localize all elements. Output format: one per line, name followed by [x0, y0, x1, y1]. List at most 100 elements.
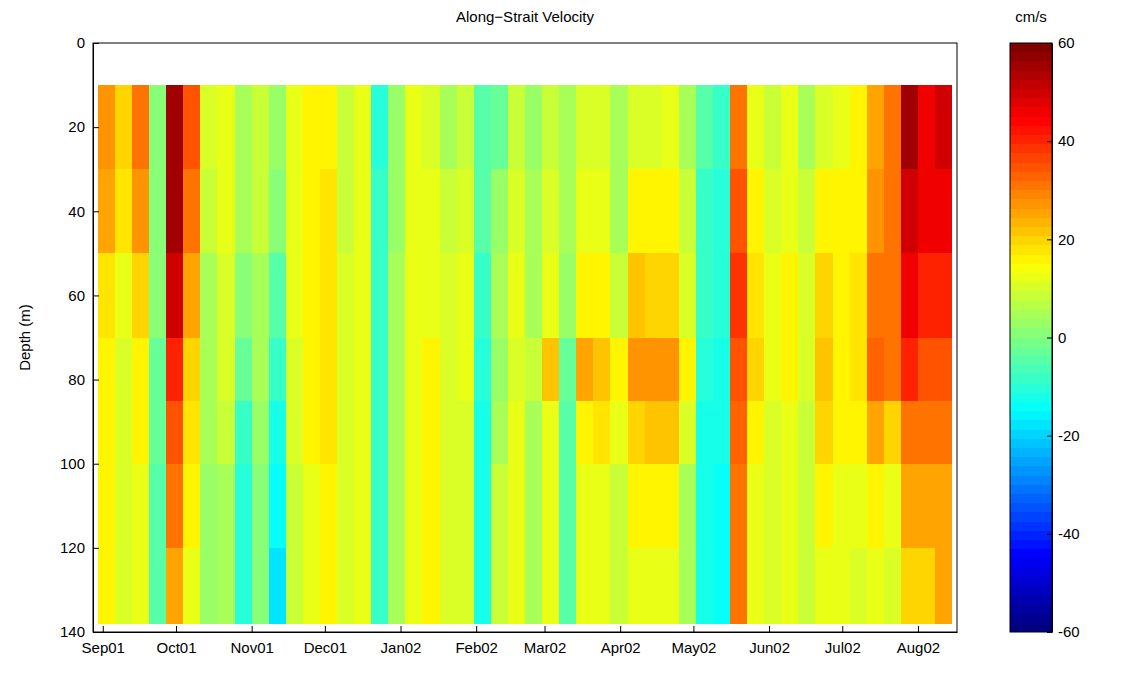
heatmap-cell [696, 338, 713, 401]
heatmap-cell [884, 169, 901, 253]
colorbar-tick-mark [1047, 436, 1052, 437]
heatmap-cell [815, 464, 832, 548]
y-tick-label: 60 [68, 287, 85, 304]
heatmap-cell [798, 253, 815, 337]
heatmap-cell [850, 464, 867, 548]
colorbar-swatch [1010, 126, 1052, 135]
x-tick-mark [252, 626, 253, 632]
heatmap-cell [354, 548, 371, 624]
heatmap-cell [286, 338, 303, 401]
heatmap-cell [730, 401, 747, 464]
heatmap-cell [628, 464, 645, 548]
colorbar-swatch [1010, 209, 1052, 218]
heatmap-cell [679, 548, 696, 624]
colorbar-swatch [1010, 365, 1052, 374]
heatmap-cell [491, 548, 508, 624]
x-tick-label: Apr02 [601, 639, 641, 656]
heatmap-cell [491, 464, 508, 548]
heatmap-cell [662, 548, 679, 624]
heatmap-cell [525, 169, 542, 253]
heatmap-cell [508, 401, 525, 464]
colorbar-swatch [1010, 163, 1052, 172]
x-tick: May02 [671, 626, 716, 656]
heatmap-cell [354, 401, 371, 464]
heatmap-cell [508, 464, 525, 548]
heatmap-cell [713, 548, 730, 624]
x-tick-mark [918, 626, 919, 632]
heatmap-cell [593, 464, 610, 548]
heatmap-cell [935, 253, 952, 337]
heatmap-cell [235, 253, 252, 337]
colorbar-swatch [1010, 153, 1052, 162]
heatmap-cell [440, 401, 457, 464]
heatmap-cell [798, 338, 815, 401]
heatmap-cell [679, 169, 696, 253]
colorbar-swatch [1010, 190, 1052, 199]
heatmap-cell [918, 338, 935, 401]
heatmap-cell [440, 464, 457, 548]
heatmap-cell [559, 401, 576, 464]
colorbar-tick: -40 [1047, 525, 1080, 542]
heatmap-cell [679, 338, 696, 401]
heatmap-cell [440, 338, 457, 401]
heatmap-cell [320, 338, 337, 401]
colorbar-swatch [1010, 476, 1052, 485]
heatmap-cell [166, 85, 183, 169]
heatmap-cell [269, 253, 286, 337]
colorbar-swatch [1010, 430, 1052, 439]
heatmap-cell [388, 253, 405, 337]
heatmap-cell [405, 401, 422, 464]
heatmap-cell [645, 338, 662, 401]
heatmap-cell [645, 401, 662, 464]
heatmap-cell [440, 253, 457, 337]
heatmap-cell [935, 464, 952, 548]
heatmap-cell [867, 253, 884, 337]
heatmap-cell [747, 253, 764, 337]
heatmap-cell [98, 253, 115, 337]
x-tick: Jul02 [825, 626, 861, 656]
colorbar-tick: -60 [1047, 623, 1080, 640]
title: Along−Strait Velocity [456, 8, 594, 25]
heatmap-cell [491, 338, 508, 401]
colorbar-axis-line [1052, 44, 1053, 633]
x-tick-label: Nov01 [230, 639, 273, 656]
heatmap-cell [440, 169, 457, 253]
heatmap-cell [935, 548, 952, 624]
colorbar-swatch [1010, 236, 1052, 245]
heatmap-cell [388, 548, 405, 624]
colorbar-tick-mark [1047, 43, 1052, 44]
colorbar-tick: 0 [1047, 329, 1066, 346]
heatmap-cell [542, 169, 559, 253]
colorbar-swatch [1010, 199, 1052, 208]
heatmap-cell [388, 464, 405, 548]
heatmap-cell [542, 401, 559, 464]
heatmap-cell [235, 338, 252, 401]
y-tick-label: 40 [68, 203, 85, 220]
heatmap-cell [149, 169, 166, 253]
heatmap-cell [269, 548, 286, 624]
heatmap-cell [867, 401, 884, 464]
heatmap-cell [474, 338, 491, 401]
heatmap-cell [115, 169, 132, 253]
heatmap-cell [713, 85, 730, 169]
colorbar-swatch [1010, 328, 1052, 337]
heatmap-cell [286, 253, 303, 337]
colorbar-tick-mark [1047, 338, 1052, 339]
plot-frame [93, 43, 957, 632]
heatmap-cell [559, 338, 576, 401]
heatmap-cell [474, 169, 491, 253]
colorbar-title: cm/s [1015, 8, 1047, 25]
heatmap-cell [935, 85, 952, 169]
heatmap-cell [303, 85, 320, 169]
heatmap-cell [508, 338, 525, 401]
x-axis: Sep01Oct01Nov01Dec01Jan02Feb02Mar02Apr02… [82, 626, 958, 656]
heatmap-cell [98, 338, 115, 401]
heatmap-cell [593, 548, 610, 624]
x-tick-label: Aug02 [897, 639, 940, 656]
heatmap-cell [337, 401, 354, 464]
heatmap-cell [679, 253, 696, 337]
colorbar-swatch [1010, 393, 1052, 402]
heatmap-cell [217, 85, 234, 169]
colorbar-tick-label: 40 [1058, 132, 1075, 149]
heatmap-cell [217, 548, 234, 624]
